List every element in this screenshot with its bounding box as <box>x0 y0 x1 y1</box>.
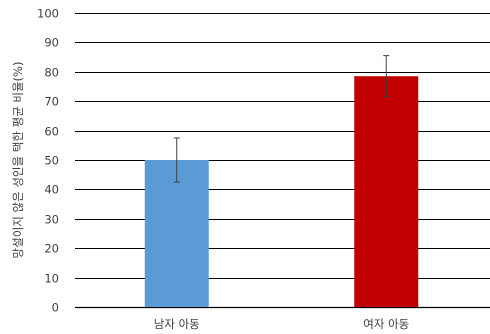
y-tick-labels: 0 10 20 30 40 50 60 70 80 90 100 <box>37 7 59 315</box>
error-bar <box>383 55 390 98</box>
x-tick-labels: 남자 아동 여자 아동 <box>154 317 409 331</box>
error-bars <box>173 55 390 183</box>
x-tick-label: 남자 아동 <box>154 317 200 331</box>
gridlines <box>75 13 490 309</box>
y-tick-label: 70 <box>44 95 59 109</box>
y-tick-label: 10 <box>44 272 59 286</box>
y-tick-label: 100 <box>37 7 59 21</box>
bars <box>144 76 419 308</box>
y-tick-label: 80 <box>44 66 59 80</box>
bar <box>354 76 419 308</box>
bar <box>144 160 209 307</box>
y-tick-label: 40 <box>44 183 59 197</box>
y-tick-label: 30 <box>44 213 59 227</box>
x-tick-label: 여자 아동 <box>363 317 409 331</box>
y-tick-label: 20 <box>44 242 59 256</box>
y-tick-label: 50 <box>44 154 59 168</box>
y-tick-label: 90 <box>44 36 59 50</box>
y-tick-label: 0 <box>52 301 59 315</box>
y-axis-label: 망설이지 않은 성인을 택한 평균 비율(%) <box>11 62 25 259</box>
error-bar <box>173 137 180 183</box>
y-tick-label: 60 <box>44 125 59 139</box>
